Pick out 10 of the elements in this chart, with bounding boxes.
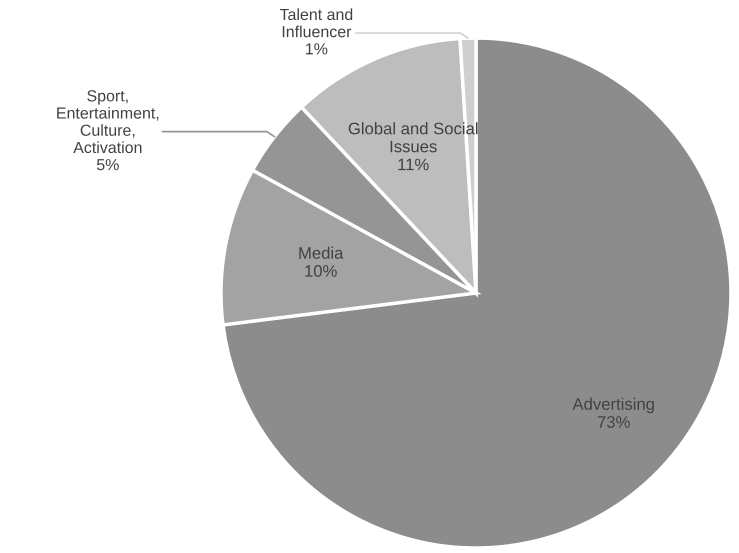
data-label: 10% <box>305 265 337 277</box>
data-label: 73% <box>598 416 630 428</box>
slice-label: Talent and Influencer <box>280 8 352 38</box>
slice-label: Advertising <box>572 398 654 414</box>
data-label: 1% <box>306 43 328 54</box>
slice-label: Sport, Entertainment, Culture, Activation <box>57 90 158 154</box>
data-label: 11% <box>398 158 429 170</box>
data-label: 5% <box>96 159 119 170</box>
slice-label: Media <box>299 246 344 259</box>
slice-label: Global and Social Issues <box>348 122 478 152</box>
